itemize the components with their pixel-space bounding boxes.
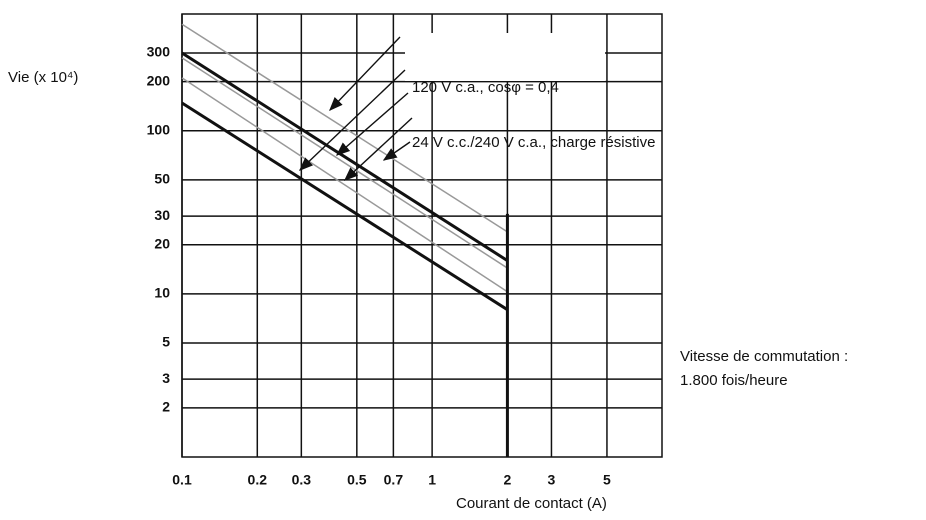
y-tick-label: 200 — [147, 72, 171, 88]
x-tick-label: 0.1 — [172, 472, 192, 488]
series-line — [181, 101, 509, 311]
x-tick-label: 0.7 — [384, 472, 404, 488]
series-line — [181, 57, 508, 269]
y-tick-label: 5 — [162, 334, 170, 350]
annotation: 120 V c.a., cosφ = 0,4 — [412, 79, 559, 96]
y-tick-label: 3 — [162, 370, 170, 386]
plot-area: 0.1 0.2 0.3 0.5 0.7 1 2 3 5 2 3 5 10 20 30 50 100 200 300 — [147, 13, 663, 488]
arrows — [298, 36, 413, 181]
series-line — [181, 51, 509, 262]
x-tick-label: 1 — [428, 472, 436, 488]
x-tick-label: 0.5 — [347, 472, 367, 488]
x-tick-label: 5 — [603, 472, 611, 488]
note: Vitesse de commutation : — [680, 348, 848, 365]
y-tick-label: 30 — [154, 207, 170, 223]
y-tick-label: 300 — [147, 44, 171, 60]
x-tick-label: 0.3 — [292, 472, 312, 488]
x-tick-label: 0.2 — [248, 472, 268, 488]
x-tick-label: 2 — [504, 472, 512, 488]
x-axis-label: Courant de contact (A) — [456, 495, 607, 512]
x-tick-label: 3 — [548, 472, 556, 488]
label-backdrop — [405, 33, 605, 81]
y-axis-label: Vie (x 10⁴) — [8, 69, 78, 86]
y-tick-label: 20 — [154, 235, 170, 251]
series-line — [181, 77, 508, 293]
y-tick-label: 2 — [162, 399, 170, 415]
annotation: 24 V c.c./240 V c.a., charge résistive — [412, 134, 655, 151]
y-tick-label: 100 — [147, 121, 171, 137]
note: 1.800 fois/heure — [680, 372, 788, 389]
y-tick-label: 50 — [154, 171, 170, 187]
y-tick-label: 10 — [154, 285, 170, 301]
